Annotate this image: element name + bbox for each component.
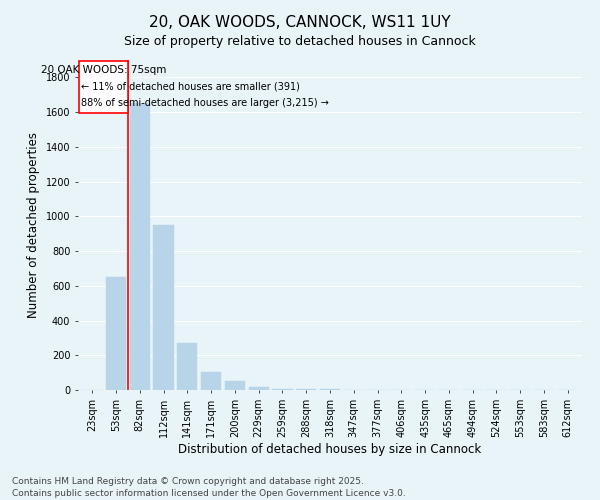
Bar [201, 372, 221, 390]
Y-axis label: Number of detached properties: Number of detached properties [27, 132, 40, 318]
Bar [79, 61, 128, 113]
Bar [177, 343, 197, 390]
Bar [225, 382, 245, 390]
Bar [106, 277, 126, 390]
Bar [130, 104, 150, 390]
Bar [248, 387, 269, 390]
Text: 88% of semi-detached houses are larger (3,215) →: 88% of semi-detached houses are larger (… [81, 98, 329, 108]
Bar [272, 388, 293, 390]
Text: 20 OAK WOODS: 75sqm: 20 OAK WOODS: 75sqm [41, 65, 166, 75]
Text: 20, OAK WOODS, CANNOCK, WS11 1UY: 20, OAK WOODS, CANNOCK, WS11 1UY [149, 15, 451, 30]
Text: ← 11% of detached houses are smaller (391): ← 11% of detached houses are smaller (39… [81, 82, 300, 92]
Bar [154, 225, 173, 390]
Text: Size of property relative to detached houses in Cannock: Size of property relative to detached ho… [124, 35, 476, 48]
Text: Contains HM Land Registry data © Crown copyright and database right 2025.
Contai: Contains HM Land Registry data © Crown c… [12, 476, 406, 498]
X-axis label: Distribution of detached houses by size in Cannock: Distribution of detached houses by size … [178, 442, 482, 456]
